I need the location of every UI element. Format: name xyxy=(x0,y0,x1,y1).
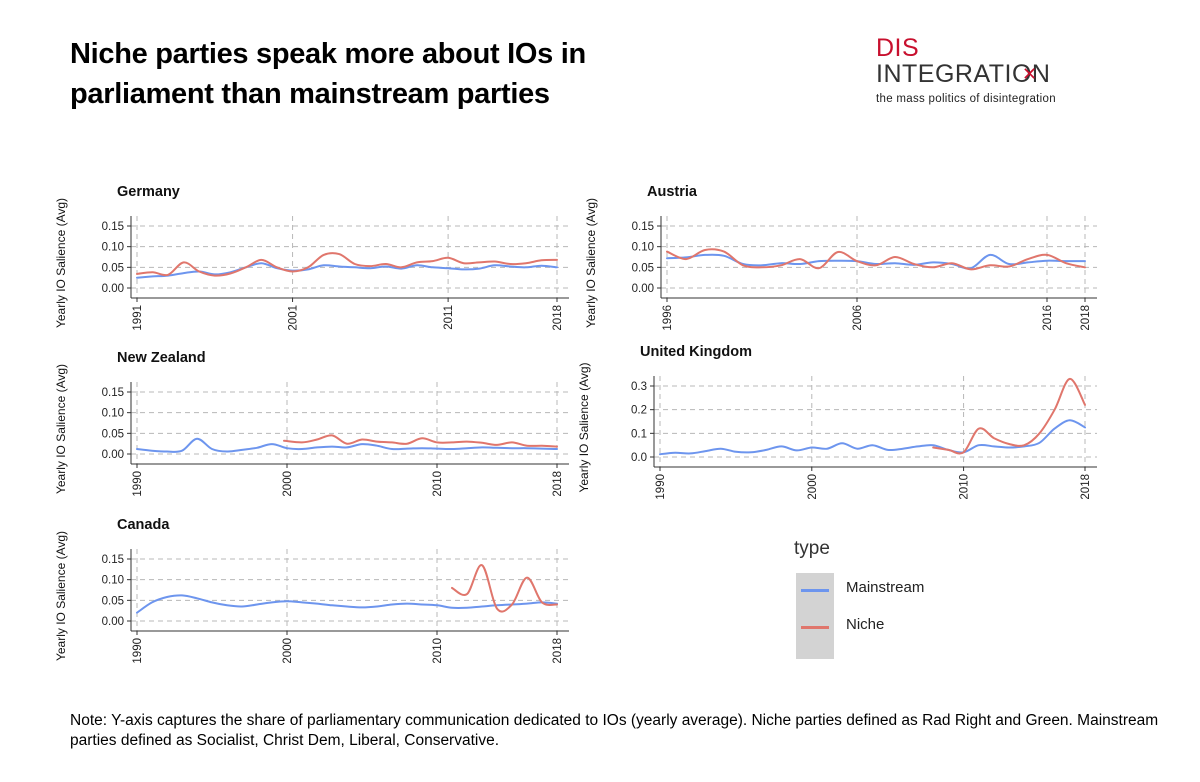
legend-mainstream-label: Mainstream xyxy=(846,579,925,596)
y-tick-label: 0.10 xyxy=(102,242,124,254)
panel-title: Germany xyxy=(117,184,180,200)
panel-title: New Zealand xyxy=(117,350,206,366)
x-tick-label: 1990 xyxy=(655,474,667,500)
x-tick-label: 2006 xyxy=(852,305,864,331)
x-tick-label: 2018 xyxy=(1080,474,1092,500)
logo-line2-wrap: INTEGRATION ✕ xyxy=(876,61,1076,88)
panel-austria: Austria Yearly IO Salience (Avg) 0.00 0.05 0… xyxy=(584,184,1097,331)
legend-key-box xyxy=(796,573,834,659)
y-axis-label: Yearly IO Salience (Avg) xyxy=(54,198,68,328)
panel-title: Austria xyxy=(647,184,698,200)
y-tick-label: 0.3 xyxy=(631,381,647,393)
panel-canada: Canada Yearly IO Salience (Avg) 0.00 0.05 0.… xyxy=(54,517,569,664)
x-tick-label: 2018 xyxy=(552,305,564,331)
series-line-niche xyxy=(136,252,558,277)
y-tick-label: 0.15 xyxy=(102,554,124,566)
y-tick-label: 0.1 xyxy=(631,428,647,440)
legend-niche-line xyxy=(801,626,829,629)
y-axis-label: Yearly IO Salience (Avg) xyxy=(54,531,68,661)
y-tick-label: 0.15 xyxy=(102,387,124,399)
y-tick-label: 0.15 xyxy=(632,221,654,233)
x-tick-label: 2010 xyxy=(432,471,444,497)
y-tick-label: 0.05 xyxy=(102,595,124,607)
logo-x-icon: ✕ xyxy=(1022,64,1038,84)
y-tick-label: 0.10 xyxy=(632,242,654,254)
y-axis-label: Yearly IO Salience (Avg) xyxy=(577,362,591,492)
series-line-niche xyxy=(666,248,1086,271)
x-tick-label: 1991 xyxy=(132,305,144,331)
panel-new-zealand: New Zealand Yearly IO Salience (Avg) 0.00 0… xyxy=(54,350,569,497)
panel-title: Canada xyxy=(117,517,170,533)
legend-mainstream-line xyxy=(801,589,829,592)
x-tick-label: 2000 xyxy=(282,471,294,497)
series-line-mainstream xyxy=(136,437,558,453)
series-line-niche xyxy=(451,564,558,613)
series-line-mainstream xyxy=(136,262,558,279)
legend: type Mainstream Niche xyxy=(794,538,924,659)
x-tick-label: 2011 xyxy=(443,305,455,330)
y-tick-label: 0.00 xyxy=(102,616,124,628)
x-tick-label: 1996 xyxy=(662,305,674,331)
footnote: Note: Y-axis captures the share of parli… xyxy=(70,712,1159,749)
series-line-niche xyxy=(283,434,558,448)
x-tick-label: 2001 xyxy=(288,305,300,331)
x-tick-label: 2000 xyxy=(282,638,294,664)
x-tick-label: 2018 xyxy=(552,638,564,664)
legend-title: type xyxy=(794,538,830,559)
x-tick-label: 1990 xyxy=(132,471,144,497)
series-line-mainstream xyxy=(136,594,558,614)
y-tick-label: 0.05 xyxy=(632,262,654,274)
panel-united-kingdom: United Kingdom Yearly IO Salience (Avg) 0.… xyxy=(577,344,1097,500)
y-tick-label: 0.00 xyxy=(102,449,124,461)
panel-title: United Kingdom xyxy=(640,344,752,360)
x-tick-label: 2010 xyxy=(432,638,444,664)
y-axis-label: Yearly IO Salience (Avg) xyxy=(584,198,598,328)
x-tick-label: 2010 xyxy=(959,474,971,500)
x-tick-label: 2016 xyxy=(1042,305,1054,331)
y-tick-label: 0.10 xyxy=(102,408,124,420)
series-line-niche xyxy=(932,377,1086,455)
x-tick-label: 2000 xyxy=(807,474,819,500)
logo-line1: DIS xyxy=(876,34,920,62)
series-line-mainstream xyxy=(659,419,1086,456)
y-tick-label: 0.05 xyxy=(102,262,124,274)
y-tick-label: 0.0 xyxy=(631,452,647,464)
y-tick-label: 0.00 xyxy=(102,283,124,295)
legend-niche-label: Niche xyxy=(846,616,885,633)
logo: DIS INTEGRATION ✕ the mass politics of d… xyxy=(876,36,1076,106)
page-title: Niche parties speak more about IOs in pa… xyxy=(70,38,586,110)
y-tick-label: 0.15 xyxy=(102,221,124,233)
y-tick-label: 0.10 xyxy=(102,575,124,587)
y-tick-label: 0.2 xyxy=(631,405,647,417)
logo-line2: INTEGRATION xyxy=(876,60,1051,88)
x-tick-label: 2018 xyxy=(552,471,564,497)
y-axis-label: Yearly IO Salience (Avg) xyxy=(54,364,68,494)
x-tick-label: 1990 xyxy=(132,638,144,664)
logo-tagline: the mass politics of disintegration xyxy=(876,93,1056,105)
y-tick-label: 0.05 xyxy=(102,428,124,440)
y-tick-label: 0.00 xyxy=(632,283,654,295)
x-tick-label: 2018 xyxy=(1080,305,1092,331)
panel-germany: Germany Yearly IO Salience (Avg) 0.00 0.05 0… xyxy=(54,184,569,331)
